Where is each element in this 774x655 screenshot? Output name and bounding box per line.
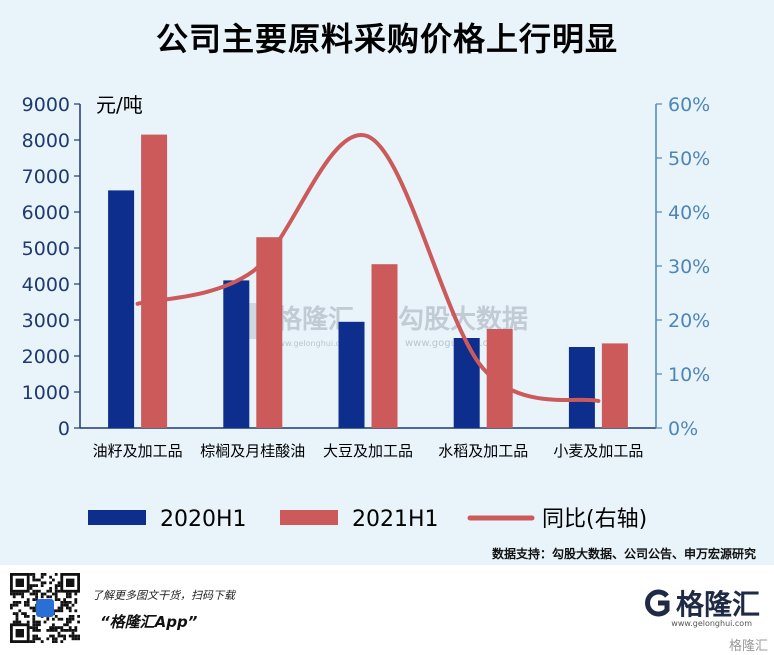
chart-svg: 格隆汇 www.gelonghui.com 勾股大数据 www.gogudata… [22,93,711,532]
bar-2020H1-2 [338,321,365,428]
bottom-watermark: 格隆汇 [728,639,768,654]
x-tick-labels: 油籽及加工品 棕榈及月桂酸油 大豆及加工品 水稻及加工品 小麦及加工品 [93,442,644,460]
line-series [135,132,601,403]
bar-2021H1-1 [256,237,283,428]
promo-text: 了解更多图文干货，扫码下载 [92,589,235,602]
bar-2021H1-4 [601,343,628,428]
legend-swatch [280,510,338,525]
y-tick-label-left: 9000 [22,94,70,116]
y-tick-label-left: 6000 [22,202,70,224]
bar-2020H1-0 [108,190,135,428]
legend-swatch [88,510,146,525]
y-tick-label-right: 30% [668,256,710,278]
x-tick-label: 棕榈及月桂酸油 [200,442,305,460]
bar-2020H1-3 [453,338,480,428]
y-tick-label-left: 3000 [22,310,70,332]
app-name: “格隆汇App” [100,613,198,631]
x-tick-label: 水稻及加工品 [438,442,528,460]
y-tick-label-left: 8000 [22,130,70,152]
line-yoy [135,132,601,403]
axes: 0 1000 2000 3000 4000 5000 6000 7000 8000 9000 0% 1… [22,94,711,440]
bar-2020H1-1 [223,280,250,428]
y-tick-label-right: 40% [668,202,710,224]
y-tick-label-left: 0 [58,418,70,440]
bar-2020H1-4 [568,347,595,428]
bar-2021H1-2 [371,264,398,428]
footer: 了解更多图文干货，扫码下载 “格隆汇App” 格隆汇 www.gelonghui… [0,565,774,655]
legend: 2020H1 2021H1 同比(右轴) [88,507,647,532]
bars [108,134,628,428]
legend-label: 2021H1 [352,507,439,532]
y-tick-label-right: 0% [668,418,698,440]
brand-url: www.gelonghui.com [671,619,752,628]
source-note: 数据支持：勾股大数据、公司公告、申万宏源研究 [491,547,756,561]
qr-code-icon[interactable] [10,573,80,643]
y-tick-label-right: 60% [668,94,710,116]
brand-logo: 格隆汇 [642,583,760,623]
legend-label: 同比(右轴) [542,507,647,532]
x-tick-label: 小麦及加工品 [553,442,643,460]
y-tick-label-left: 1000 [22,382,70,404]
y-tick-label-left: 2000 [22,346,70,368]
brand-logo-icon [645,589,670,617]
x-tick-label: 油籽及加工品 [93,442,183,460]
y-tick-label-left: 7000 [22,166,70,188]
y-tick-label-left: 5000 [22,238,70,260]
bar-2021H1-0 [141,134,168,428]
y-axis-unit-label: 元/吨 [96,93,143,117]
chart-title: 公司主要原料采购价格上行明显 [155,20,618,58]
watermark-url-1: www.gelonghui.com [272,339,353,348]
brand-name: 格隆汇 [675,588,760,621]
y-tick-label-right: 50% [668,148,710,170]
legend-label: 2020H1 [160,507,247,532]
y-tick-label-left: 4000 [22,274,70,296]
y-tick-label-right: 20% [668,310,710,332]
y-tick-label-right: 10% [668,364,710,386]
x-tick-label: 大豆及加工品 [323,442,413,460]
